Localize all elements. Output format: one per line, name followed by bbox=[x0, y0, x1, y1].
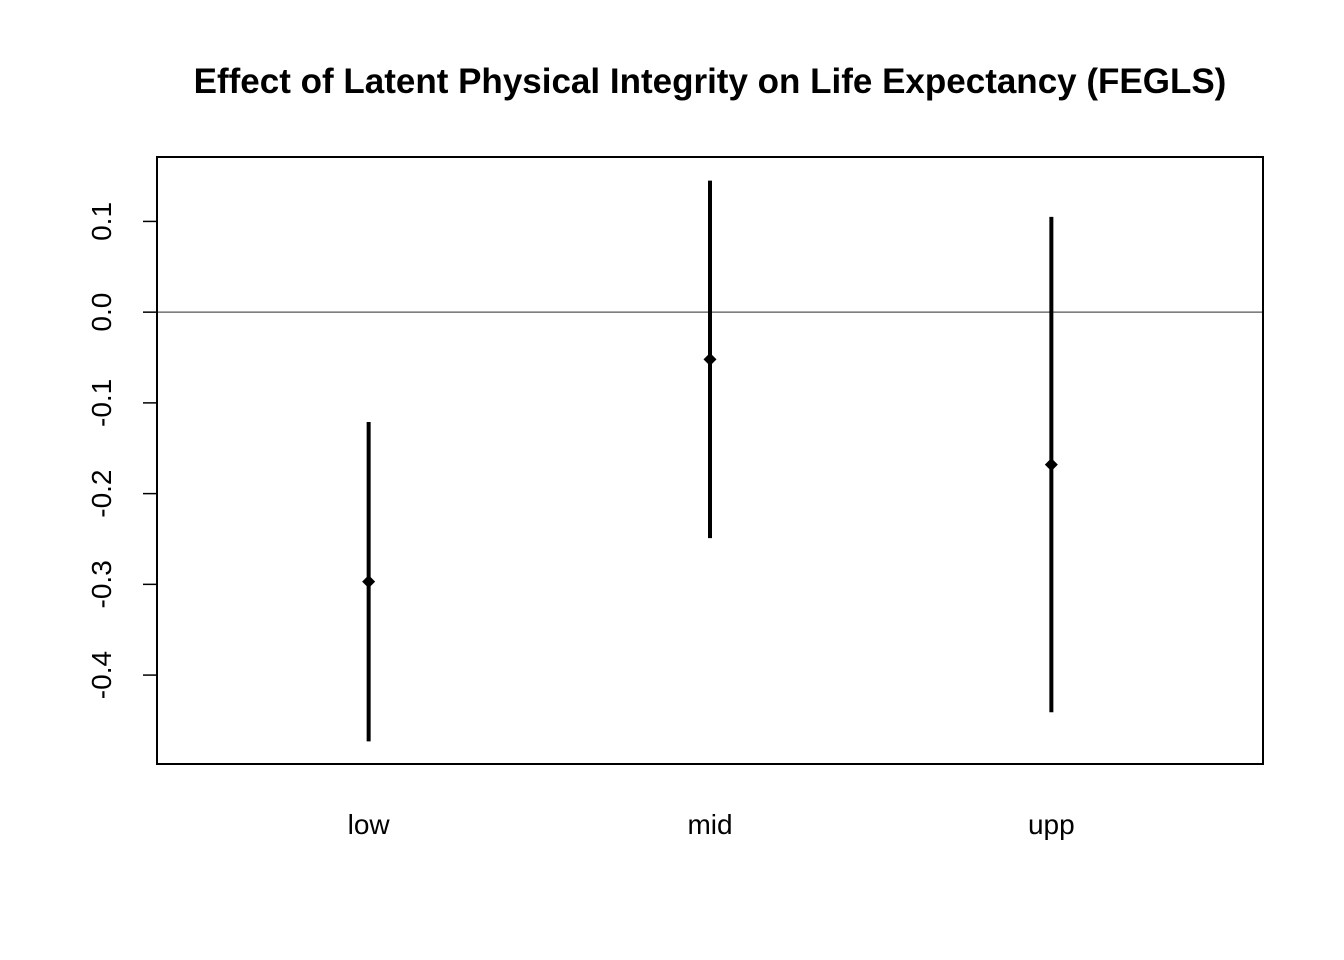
x-tick-label: upp bbox=[1028, 809, 1075, 840]
point-estimate-low bbox=[362, 575, 376, 589]
plot-frame bbox=[156, 156, 1264, 765]
y-tick-label: -0.2 bbox=[86, 469, 117, 517]
x-axis: low mid upp bbox=[348, 809, 1075, 840]
y-axis: -0.4 -0.3 -0.2 -0.1 0.0 0.1 bbox=[86, 202, 158, 699]
y-tick-label: 0.0 bbox=[86, 293, 117, 332]
x-tick-label: low bbox=[348, 809, 391, 840]
point-estimate-upp bbox=[1044, 458, 1058, 472]
y-tick-label: -0.4 bbox=[86, 651, 117, 699]
x-tick-label: mid bbox=[687, 809, 732, 840]
point-estimate-mid bbox=[703, 352, 717, 366]
y-tick-label: 0.1 bbox=[86, 202, 117, 241]
chart-title: Effect of Latent Physical Integrity on L… bbox=[194, 62, 1227, 101]
y-tick-label: -0.3 bbox=[86, 560, 117, 608]
y-tick-label: -0.1 bbox=[86, 379, 117, 427]
error-bars bbox=[362, 180, 1058, 742]
